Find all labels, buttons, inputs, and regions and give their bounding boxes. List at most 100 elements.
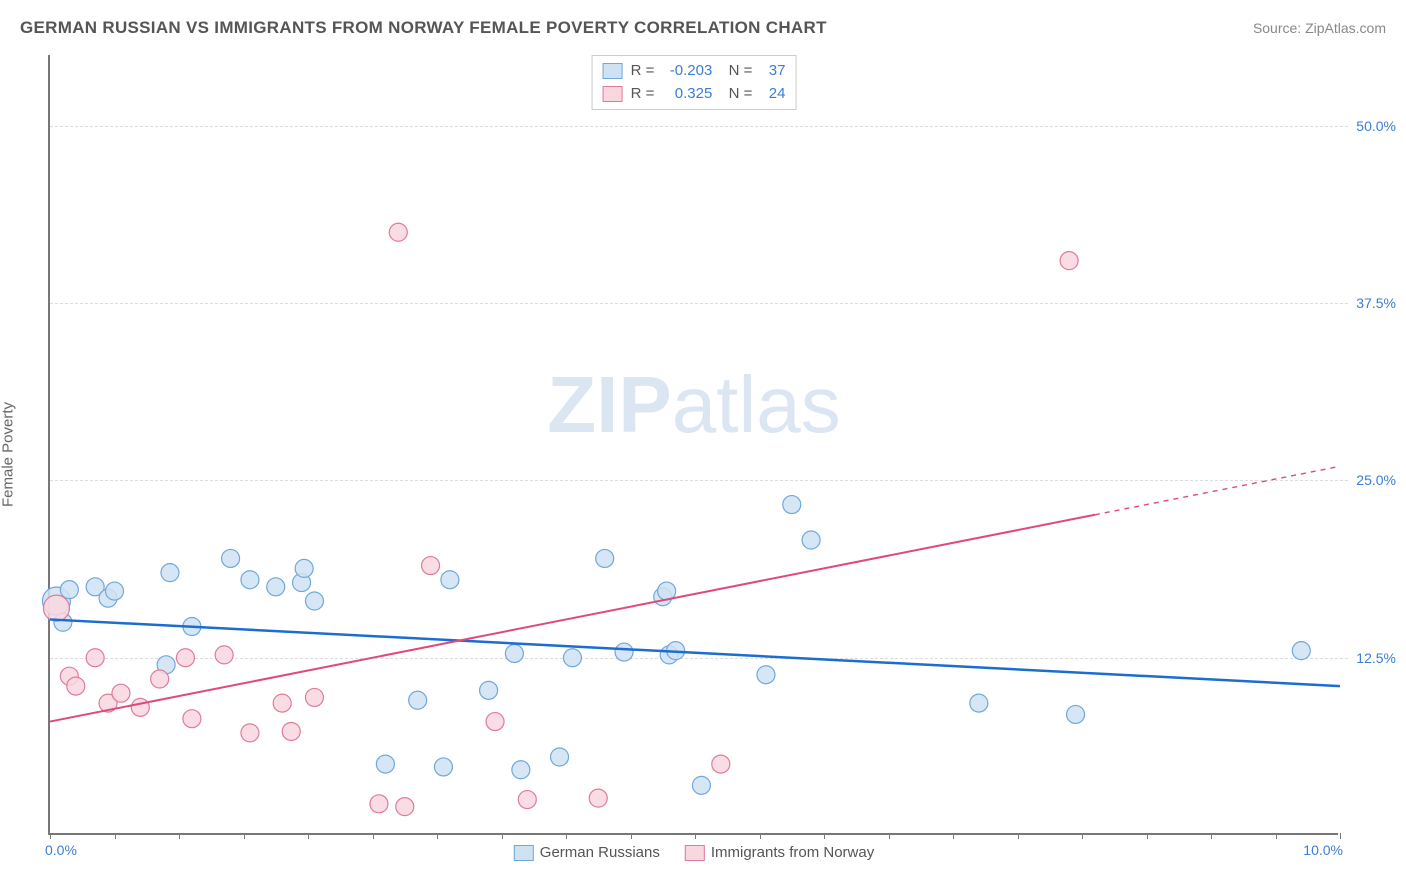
data-point bbox=[67, 677, 85, 695]
data-point bbox=[161, 564, 179, 582]
x-axis-tick bbox=[1340, 833, 1341, 839]
legend-item: Immigrants from Norway bbox=[685, 844, 874, 861]
scatter-chart bbox=[50, 55, 1338, 833]
legend-item: German Russians bbox=[514, 844, 660, 861]
x-axis-tick bbox=[631, 833, 632, 839]
data-point bbox=[783, 496, 801, 514]
data-point bbox=[1292, 642, 1310, 660]
legend-swatch bbox=[685, 845, 705, 861]
x-axis-tick bbox=[824, 833, 825, 839]
x-axis-tick bbox=[1082, 833, 1083, 839]
source-prefix: Source: bbox=[1253, 20, 1305, 36]
data-point bbox=[176, 649, 194, 667]
data-point bbox=[512, 761, 530, 779]
data-point bbox=[1060, 252, 1078, 270]
data-point bbox=[151, 670, 169, 688]
data-point bbox=[183, 710, 201, 728]
legend-r-label: R = bbox=[631, 60, 655, 83]
series-legend: German Russians Immigrants from Norway bbox=[514, 844, 874, 861]
data-point bbox=[106, 582, 124, 600]
data-point bbox=[422, 557, 440, 575]
data-point bbox=[396, 798, 414, 816]
x-axis-tick bbox=[308, 833, 309, 839]
legend-n-label: N = bbox=[720, 83, 752, 106]
legend-n-value: 37 bbox=[760, 60, 785, 83]
x-axis-tick bbox=[437, 833, 438, 839]
data-point bbox=[563, 649, 581, 667]
data-point bbox=[215, 646, 233, 664]
data-point bbox=[267, 578, 285, 596]
source-attribution: Source: ZipAtlas.com bbox=[1253, 20, 1386, 36]
x-axis-tick bbox=[1276, 833, 1277, 839]
x-axis-tick bbox=[244, 833, 245, 839]
x-axis-tick bbox=[1147, 833, 1148, 839]
y-axis-tick-label: 25.0% bbox=[1356, 472, 1396, 488]
data-point bbox=[131, 698, 149, 716]
legend-swatch bbox=[514, 845, 534, 861]
legend-swatch bbox=[603, 86, 623, 102]
legend-series-name: German Russians bbox=[540, 844, 660, 861]
data-point bbox=[434, 758, 452, 776]
x-axis-tick bbox=[179, 833, 180, 839]
legend-n-value: 24 bbox=[760, 83, 785, 106]
data-point bbox=[370, 795, 388, 813]
data-point bbox=[596, 549, 614, 567]
x-axis-tick bbox=[889, 833, 890, 839]
x-axis-min-label: 0.0% bbox=[45, 842, 77, 858]
trend-line bbox=[50, 515, 1095, 722]
legend-row: R = -0.203 N = 37 bbox=[603, 60, 786, 83]
x-axis-tick bbox=[50, 833, 51, 839]
data-point bbox=[43, 595, 69, 621]
data-point bbox=[505, 644, 523, 662]
x-axis-tick bbox=[502, 833, 503, 839]
y-axis-label: Female Poverty bbox=[0, 402, 17, 507]
data-point bbox=[712, 755, 730, 773]
data-point bbox=[241, 571, 259, 589]
correlation-legend: R = -0.203 N = 37 R = 0.325 N = 24 bbox=[592, 55, 797, 110]
data-point bbox=[273, 694, 291, 712]
y-axis-tick-label: 12.5% bbox=[1356, 650, 1396, 666]
legend-r-label: R = bbox=[631, 83, 655, 106]
data-point bbox=[615, 643, 633, 661]
trend-line bbox=[50, 619, 1340, 686]
legend-n-label: N = bbox=[720, 60, 752, 83]
x-axis-tick bbox=[1018, 833, 1019, 839]
data-point bbox=[441, 571, 459, 589]
data-point bbox=[589, 789, 607, 807]
chart-title: GERMAN RUSSIAN VS IMMIGRANTS FROM NORWAY… bbox=[20, 18, 827, 38]
data-point bbox=[376, 755, 394, 773]
data-point bbox=[970, 694, 988, 712]
legend-row: R = 0.325 N = 24 bbox=[603, 83, 786, 106]
data-point bbox=[389, 223, 407, 241]
x-axis-tick bbox=[566, 833, 567, 839]
plot-area: ZIPatlas 12.5%25.0%37.5%50.0% R =-0.203 … bbox=[48, 55, 1338, 835]
x-axis-max-label: 10.0% bbox=[1303, 842, 1343, 858]
data-point bbox=[295, 559, 313, 577]
data-point bbox=[551, 748, 569, 766]
data-point bbox=[486, 713, 504, 731]
data-point bbox=[60, 581, 78, 599]
legend-r-value: -0.203 bbox=[662, 60, 712, 83]
data-point bbox=[409, 691, 427, 709]
data-point bbox=[692, 776, 710, 794]
legend-r-value: 0.325 bbox=[662, 83, 712, 106]
source-link[interactable]: ZipAtlas.com bbox=[1305, 20, 1386, 36]
x-axis-tick bbox=[695, 833, 696, 839]
data-point bbox=[222, 549, 240, 567]
data-point bbox=[241, 724, 259, 742]
legend-swatch bbox=[603, 63, 623, 79]
data-point bbox=[480, 681, 498, 699]
data-point bbox=[305, 592, 323, 610]
trend-line-extrapolated bbox=[1095, 466, 1340, 515]
data-point bbox=[802, 531, 820, 549]
x-axis-tick bbox=[373, 833, 374, 839]
legend-series-name: Immigrants from Norway bbox=[711, 844, 874, 861]
data-point bbox=[1067, 705, 1085, 723]
data-point bbox=[305, 688, 323, 706]
x-axis-tick bbox=[760, 833, 761, 839]
x-axis-tick bbox=[115, 833, 116, 839]
data-point bbox=[282, 722, 300, 740]
data-point bbox=[518, 791, 536, 809]
y-axis-tick-label: 50.0% bbox=[1356, 118, 1396, 134]
data-point bbox=[86, 649, 104, 667]
